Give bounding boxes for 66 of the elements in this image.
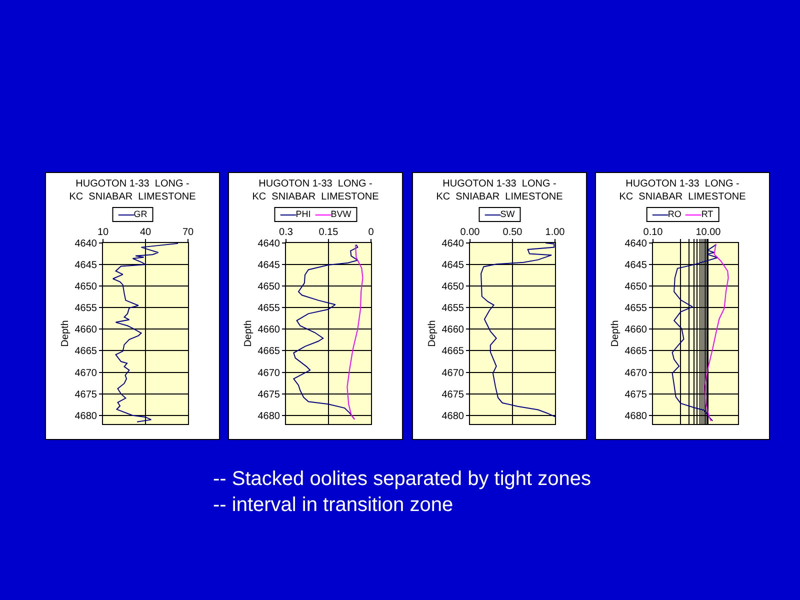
y-tick-label: 4645 [74,260,98,272]
y-axis-title: Depth [426,320,438,347]
x-tick-label: 1.00 [545,227,566,238]
x-tick-label: 10.00 [696,227,722,238]
x-tick-label: 0 [368,227,374,238]
chart-title: HUGOTON 1-33 LONG - KC SNIABAR LIMESTONE [69,178,196,202]
y-tick-label: 4660 [74,324,98,336]
y-tick-label: 4675 [74,389,98,400]
chart-title: HUGOTON 1-33 LONG - KC SNIABAR LIMESTONE [619,178,746,202]
y-tick-label: 4660 [258,324,280,336]
line-series [480,243,555,418]
y-tick-label: 4645 [258,260,280,272]
y-tick-label: 4640 [624,238,648,250]
y-tick-label: 4655 [258,303,280,314]
x-tick-label: 0.15 [318,227,339,238]
y-tick-label: 4640 [258,238,280,250]
y-tick-label: 4670 [74,368,98,379]
x-tick-label: 70 [182,227,194,238]
y-tick-label: 4660 [442,324,464,336]
y-tick-label: 4680 [258,410,280,422]
y-tick-label: 4660 [624,324,648,336]
y-tick-label: 4645 [624,260,648,272]
x-tick-label: 0.00 [460,227,480,238]
y-tick-label: 4650 [442,282,464,293]
legend-label: RO [668,209,682,219]
y-tick-label: 4665 [624,346,648,358]
y-axis-title: Depth [60,320,71,347]
y-tick-label: 4680 [74,410,98,422]
x-tick-label: 0.10 [643,227,664,238]
x-tick-label: 10 [97,227,109,238]
y-tick-label: 4650 [258,282,280,293]
y-tick-label: 4665 [258,346,280,358]
y-tick-label: 4670 [258,368,280,379]
x-tick-label: 40 [140,227,152,238]
y-tick-label: 4665 [442,346,464,358]
y-tick-label: 4680 [624,410,648,422]
chart-title: HUGOTON 1-33 LONG - KC SNIABAR LIMESTONE [436,178,564,202]
legend-label: RT [701,209,714,219]
y-tick-label: 4675 [442,389,464,400]
line-series [293,244,358,420]
y-tick-label: 4675 [624,389,648,400]
y-axis-title: Depth [242,320,254,347]
text: -- interval in transition zone [213,493,454,518]
x-tick-label: 0.50 [502,227,523,238]
y-tick-label: 4675 [258,389,280,400]
line-series [346,244,364,420]
x-tick-label: 0.3 [279,227,294,238]
y-tick-label: 4665 [74,346,98,358]
y-tick-label: 4650 [624,282,648,293]
y-tick-label: 4680 [442,410,464,422]
legend-label: PHI [296,209,311,219]
y-tick-label: 4640 [74,238,98,250]
y-tick-label: 4655 [74,303,98,314]
chart-title: HUGOTON 1-33 LONG - KC SNIABAR LIMESTONE [252,178,380,202]
y-tick-label: 4650 [74,282,98,293]
legend-label: BVW [330,209,352,219]
y-tick-label: 4670 [624,368,648,379]
y-axis-title: Depth [610,320,621,347]
legend-label: SW [500,209,515,219]
y-tick-label: 4655 [624,303,648,314]
text: -- Stacked oolites separated by tight zones [213,467,591,492]
legend-label: GR [134,209,148,219]
y-tick-label: 4640 [442,238,464,250]
y-tick-label: 4670 [442,368,464,379]
y-tick-label: 4655 [442,303,464,314]
y-tick-label: 4645 [442,260,464,272]
